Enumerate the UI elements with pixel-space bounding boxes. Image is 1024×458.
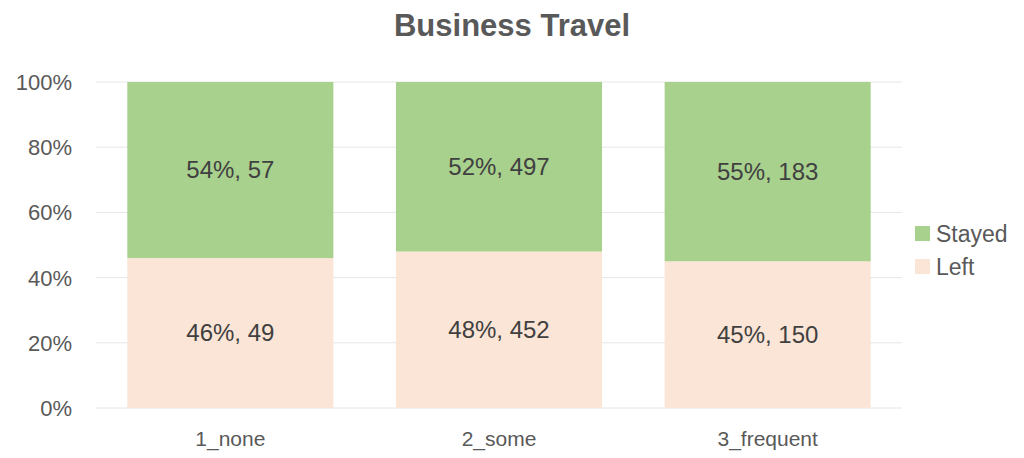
bar-segment	[665, 261, 871, 408]
y-tick-label: 60%	[28, 200, 72, 225]
legend-label: Left	[936, 254, 975, 280]
y-tick-label: 100%	[16, 70, 72, 95]
data-label: 55%, 183	[717, 158, 818, 185]
bar-segment	[665, 82, 871, 261]
legend-label: Stayed	[936, 221, 1008, 247]
y-tick-label: 0%	[40, 396, 72, 421]
bars	[127, 82, 870, 408]
data-label: 52%, 497	[448, 153, 549, 180]
data-labels: 46%, 49 48%, 452 45%, 150 54%, 57 52%, 497 55…	[186, 153, 818, 348]
bar-segment	[127, 82, 333, 258]
legend: Stayed Left	[915, 221, 1008, 280]
data-label: 54%, 57	[186, 156, 274, 183]
y-tick-label: 80%	[28, 135, 72, 160]
data-label: 46%, 49	[186, 319, 274, 346]
bar-segment	[396, 252, 602, 408]
x-tick-label: 2_some	[462, 427, 537, 451]
legend-swatch	[915, 259, 930, 274]
chart: Business Travel 0% 20% 40% 60% 80% 100% 46%, 49…	[0, 0, 1024, 458]
data-label: 45%, 150	[717, 321, 818, 348]
y-tick-label: 20%	[28, 331, 72, 356]
bar-segment	[127, 258, 333, 408]
data-label: 48%, 452	[448, 316, 549, 343]
legend-swatch	[915, 226, 930, 241]
grid	[96, 82, 902, 408]
chart-container: Business Travel 0% 20% 40% 60% 80% 100% 46%, 49…	[0, 0, 1024, 458]
y-tick-label: 40%	[28, 266, 72, 291]
bar-segment	[396, 82, 602, 252]
chart-title: Business Travel	[394, 8, 630, 43]
x-tick-label: 1_none	[195, 427, 265, 451]
x-tick-label: 3_frequent	[717, 427, 818, 451]
